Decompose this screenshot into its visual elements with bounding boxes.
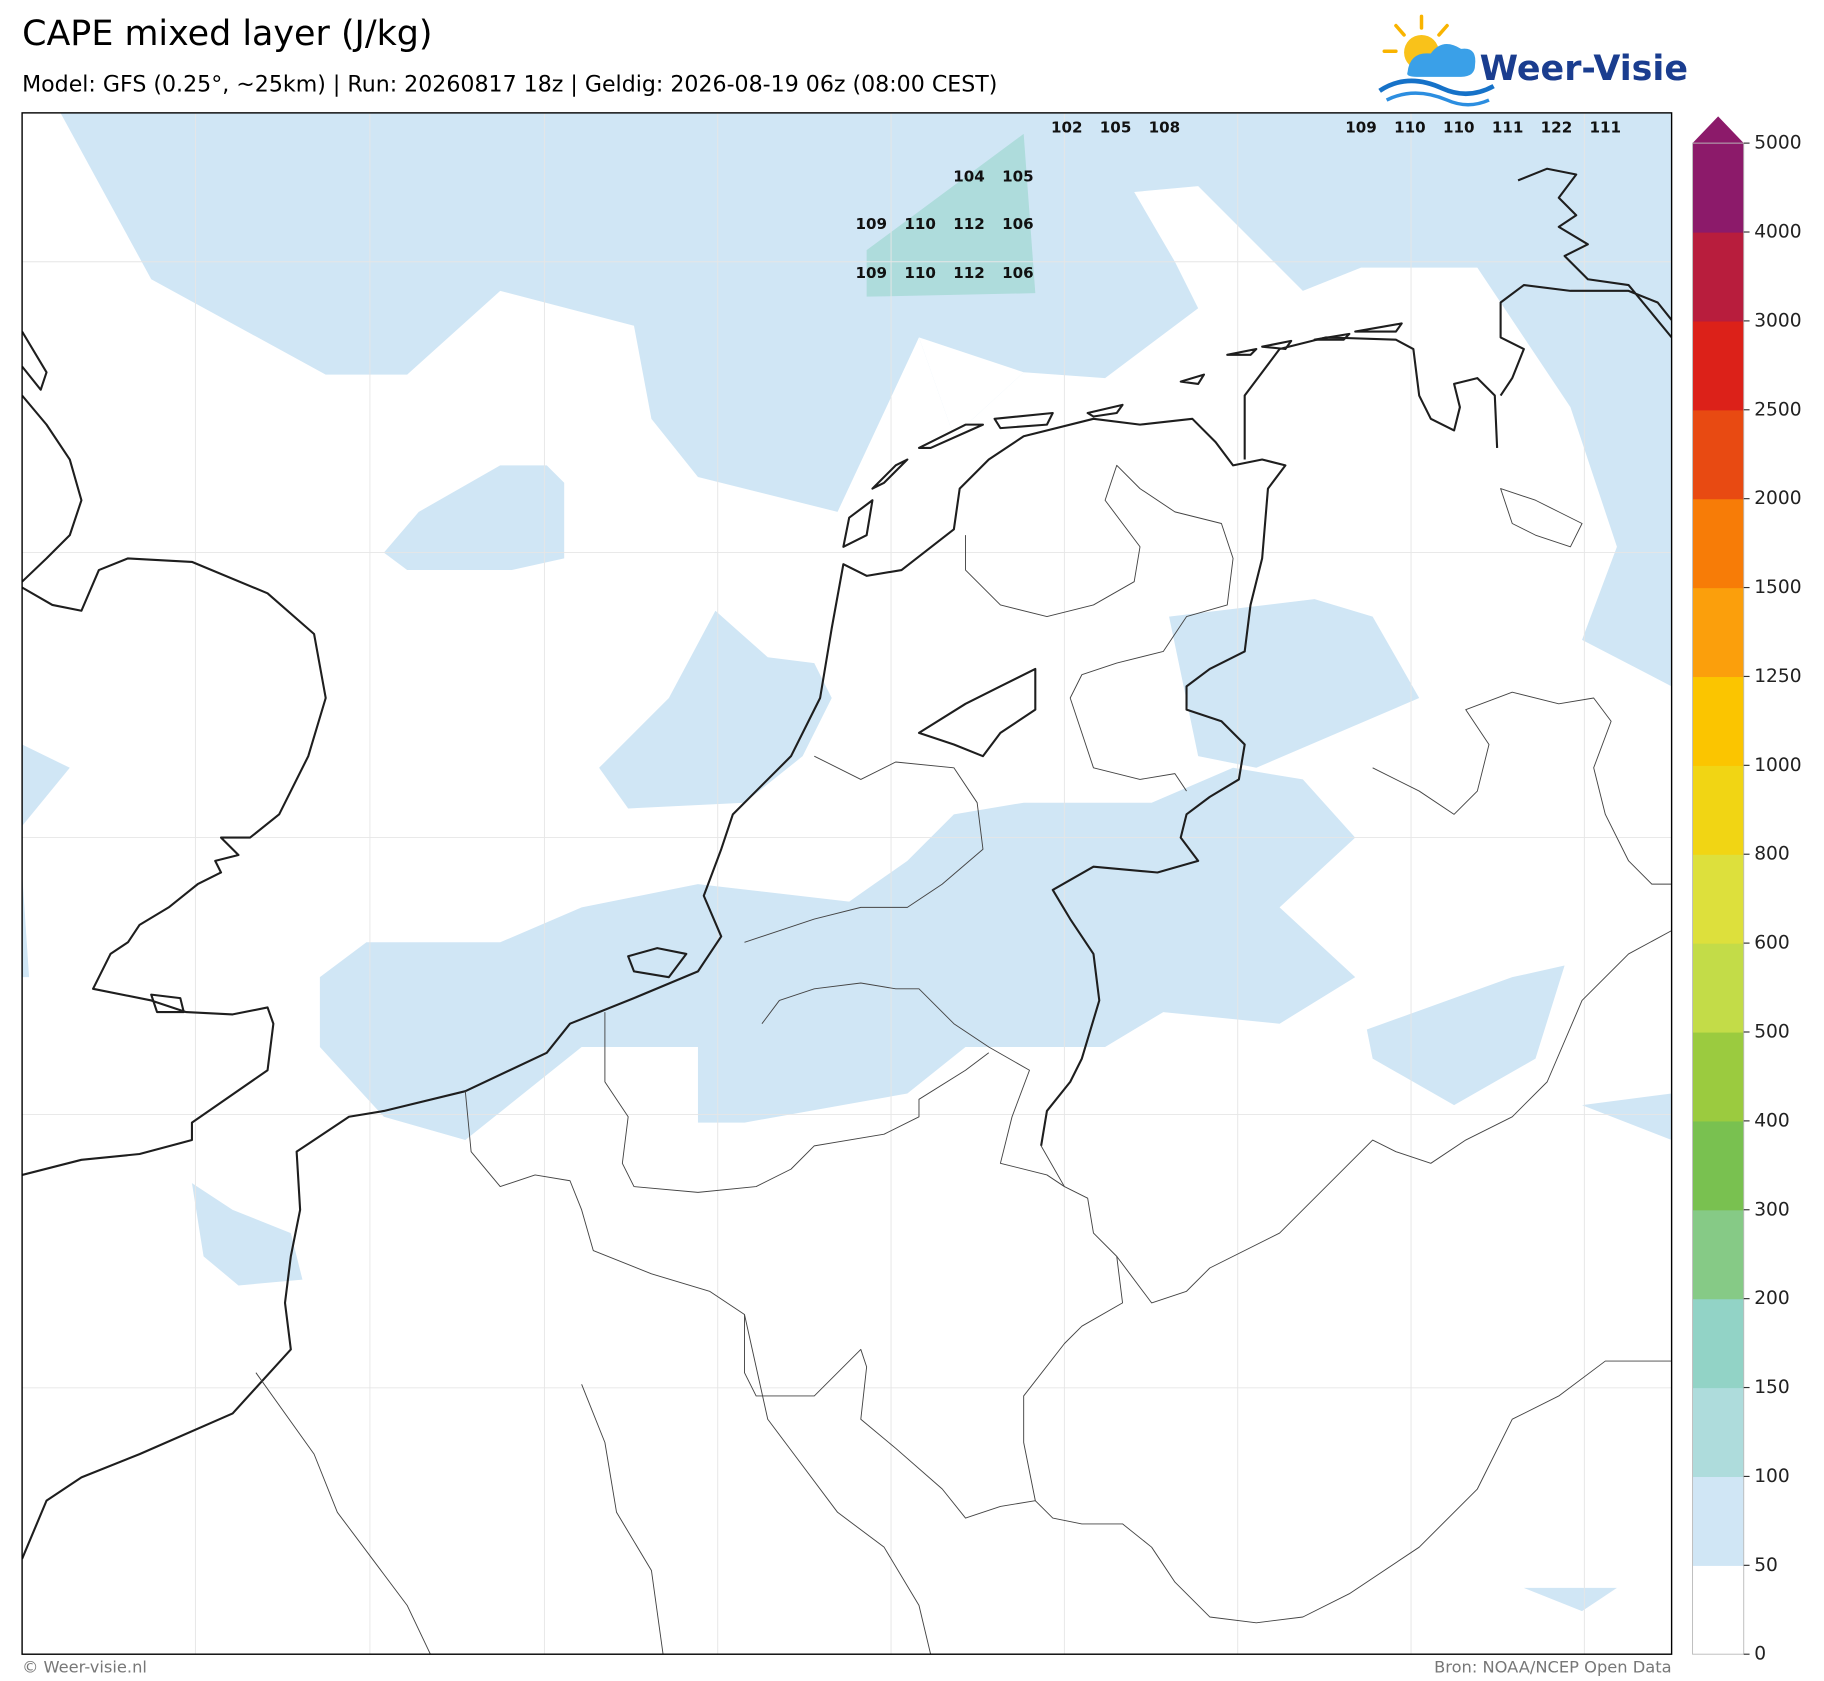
islands bbox=[150, 322, 1403, 1014]
point-label: 111 bbox=[1492, 119, 1524, 137]
cape-area bbox=[22, 744, 70, 826]
cape-area bbox=[319, 767, 1356, 1141]
colorbar-tick-label: 5000 bbox=[1754, 133, 1801, 154]
point-label: 105 bbox=[1100, 119, 1132, 137]
colorbar-tick-label: 100 bbox=[1754, 1466, 1790, 1487]
colorbar-bin bbox=[1692, 1031, 1744, 1122]
cape-area bbox=[1366, 965, 1565, 1106]
colorbar-tick-label: 1000 bbox=[1754, 755, 1801, 776]
footer-left: © Weer-visie.nl bbox=[22, 1658, 147, 1677]
colorbar-tick-label: 1250 bbox=[1754, 666, 1801, 687]
borders bbox=[255, 464, 1672, 1655]
point-label: 110 bbox=[1443, 119, 1475, 137]
point-label: 108 bbox=[1149, 119, 1181, 137]
logo-wave bbox=[1378, 78, 1495, 97]
logo-sun-rays bbox=[1382, 14, 1449, 53]
point-label: 105 bbox=[1002, 167, 1034, 185]
point-label: 106 bbox=[1002, 215, 1034, 233]
colorbar-tick-label: 4000 bbox=[1754, 222, 1801, 243]
logo: Weer-Visie bbox=[1378, 14, 1688, 107]
colorbar-tick-label: 800 bbox=[1754, 844, 1790, 865]
point-label: 111 bbox=[1590, 119, 1622, 137]
colorbar-bin bbox=[1692, 943, 1744, 1033]
cape-area bbox=[383, 465, 565, 571]
point-label: 102 bbox=[1051, 119, 1083, 137]
colorbar-bin bbox=[1692, 232, 1744, 322]
colorbar-bin bbox=[1692, 1120, 1744, 1211]
colorbar-bin bbox=[1692, 1476, 1744, 1566]
colorbar-tick-label: 300 bbox=[1754, 1199, 1790, 1220]
cape-area bbox=[22, 872, 30, 978]
cape-area bbox=[1169, 599, 1420, 768]
colorbar-bin bbox=[1692, 498, 1744, 589]
cape-area bbox=[599, 610, 832, 809]
colorbar-tick-label: 1500 bbox=[1754, 577, 1801, 598]
colorbar-tick-label: 2000 bbox=[1754, 488, 1801, 509]
point-labels: 102 105 108 109 110 110 111 122 111 104 105 109 110 1… bbox=[856, 119, 1622, 282]
point-label: 109 bbox=[856, 264, 888, 282]
cape-areas bbox=[22, 112, 1672, 1612]
colorbar-extension bbox=[1692, 116, 1744, 144]
grid bbox=[22, 112, 1672, 1655]
border bbox=[604, 464, 1234, 1193]
colorbar-tick-label: 0 bbox=[1754, 1644, 1766, 1665]
colorbar-tick-label: 200 bbox=[1754, 1288, 1790, 1309]
cape-area bbox=[60, 112, 1672, 687]
border bbox=[1034, 930, 1672, 1624]
colorbar-tick-label: 600 bbox=[1754, 933, 1790, 954]
cape-area bbox=[1523, 1587, 1617, 1612]
logo-cloud bbox=[1407, 44, 1476, 77]
cape-area bbox=[191, 1183, 303, 1286]
footer-right: Bron: NOAA/NCEP Open Data bbox=[1434, 1658, 1672, 1677]
border bbox=[464, 982, 1124, 1519]
point-label: 112 bbox=[953, 215, 985, 233]
colorbar-bin bbox=[1692, 1298, 1744, 1389]
subtitle: Model: GFS (0.25°, ~25km) | Run: 2026081… bbox=[22, 71, 997, 97]
point-label: 104 bbox=[953, 167, 985, 185]
coastline-continent bbox=[22, 417, 1287, 1560]
cape-area bbox=[1582, 1093, 1672, 1141]
point-label: 112 bbox=[953, 264, 985, 282]
colorbar-tick-label: 400 bbox=[1754, 1110, 1790, 1131]
logo-text: Weer-Visie bbox=[1480, 49, 1688, 89]
coastline-england bbox=[22, 331, 327, 1176]
colorbar: 0 50 100 150 200 300 400 500 600 800 1000 1250 1500 2… bbox=[1692, 116, 1802, 1665]
colorbar-bin bbox=[1692, 1209, 1744, 1300]
colorbar-bin bbox=[1692, 320, 1744, 411]
title: CAPE mixed layer (J/kg) bbox=[22, 14, 432, 54]
point-label: 109 bbox=[856, 215, 888, 233]
map-frame bbox=[21, 112, 1673, 1655]
cape-area bbox=[866, 133, 1036, 297]
colorbar-tick-label: 2500 bbox=[1754, 399, 1801, 420]
point-label: 110 bbox=[904, 264, 936, 282]
colorbar-bin bbox=[1692, 1387, 1744, 1478]
colorbar-bin bbox=[1692, 587, 1744, 678]
colorbar-bin bbox=[1692, 854, 1744, 944]
border bbox=[255, 488, 1672, 1655]
point-label: 110 bbox=[904, 215, 936, 233]
colorbar-bin bbox=[1692, 143, 1744, 233]
colorbar-tick-label: 150 bbox=[1754, 1377, 1790, 1398]
map-area: 102 105 108 109 110 110 111 122 111 104 105 109 110 1… bbox=[22, 112, 1672, 1655]
colorbar-frame bbox=[1692, 142, 1745, 1655]
colorbar-bin bbox=[1692, 409, 1744, 500]
colorbar-tick-label: 500 bbox=[1754, 1021, 1790, 1042]
point-label: 122 bbox=[1541, 119, 1573, 137]
colorbar-tick-label: 50 bbox=[1754, 1555, 1778, 1576]
cape-area bbox=[918, 337, 1024, 437]
point-label: 106 bbox=[1002, 264, 1034, 282]
colorbar-tick-label: 3000 bbox=[1754, 310, 1801, 331]
coastlines bbox=[22, 167, 1672, 1560]
logo-wave bbox=[1385, 91, 1490, 107]
colorbar-bin bbox=[1692, 676, 1744, 766]
point-label: 109 bbox=[1345, 119, 1377, 137]
point-label: 110 bbox=[1394, 119, 1426, 137]
colorbar-bin bbox=[1692, 1565, 1744, 1655]
colorbar-bin bbox=[1692, 765, 1744, 855]
